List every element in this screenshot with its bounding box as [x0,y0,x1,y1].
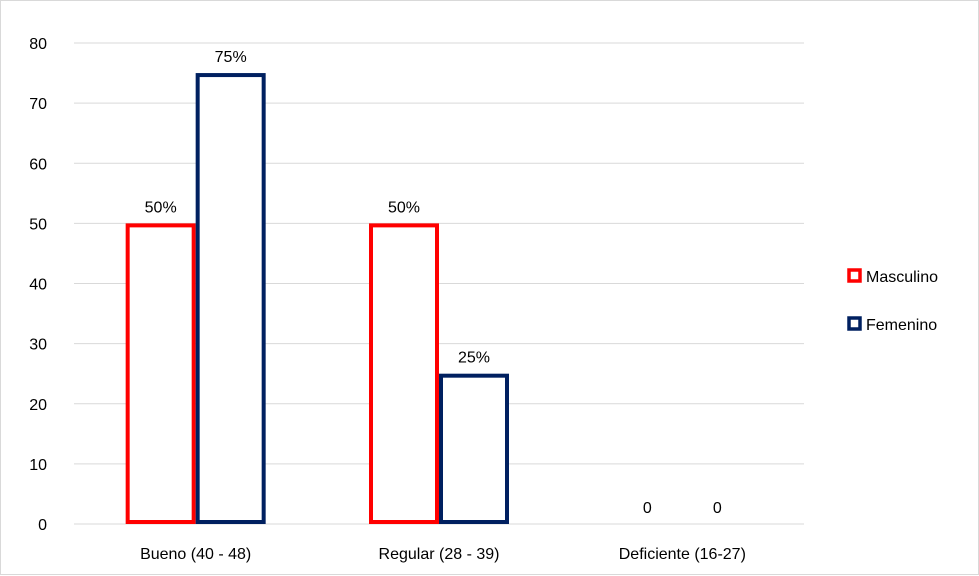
bar-femenino-0 [195,73,266,524]
data-label-masculino-2: 0 [643,500,652,517]
y-tick-label: 10 [29,457,47,474]
legend-label-masculino: Masculino [866,269,938,286]
y-tick-label: 20 [29,397,47,414]
data-label-masculino-1: 50% [388,199,420,216]
legend-swatch-femenino [847,316,862,331]
bar-masculino-1 [369,223,439,524]
legend: Masculino Femenino [847,268,938,334]
legend-label-femenino: Femenino [866,317,937,334]
y-tick-label: 40 [29,277,47,294]
legend-swatch-masculino [847,268,862,283]
bar-masculino-0 [125,223,196,524]
data-label-masculino-0: 50% [145,199,177,216]
bar-femenino-1 [439,373,509,524]
y-tick-label: 60 [29,156,47,173]
y-tick-label: 30 [29,337,47,354]
x-tick-label: Bueno (40 - 48) [140,546,251,563]
y-tick-label: 80 [29,36,47,53]
x-tick-label: Regular (28 - 39) [379,546,500,563]
y-tick-label: 70 [29,96,47,113]
data-labels: 50% 75% 50% 25% 0 0 [145,49,722,517]
bars [125,73,509,524]
data-label-femenino-2: 0 [713,500,722,517]
y-tick-label: 50 [29,216,47,233]
x-axis-ticks: Bueno (40 - 48) Regular (28 - 39) Deficien… [140,546,746,563]
y-tick-label: 0 [38,517,47,534]
x-tick-label: Deficiente (16-27) [619,546,746,563]
data-label-femenino-0: 75% [215,49,247,66]
data-label-femenino-1: 25% [458,350,490,367]
y-axis-ticks: 0 10 20 30 40 50 60 70 80 [29,36,47,534]
